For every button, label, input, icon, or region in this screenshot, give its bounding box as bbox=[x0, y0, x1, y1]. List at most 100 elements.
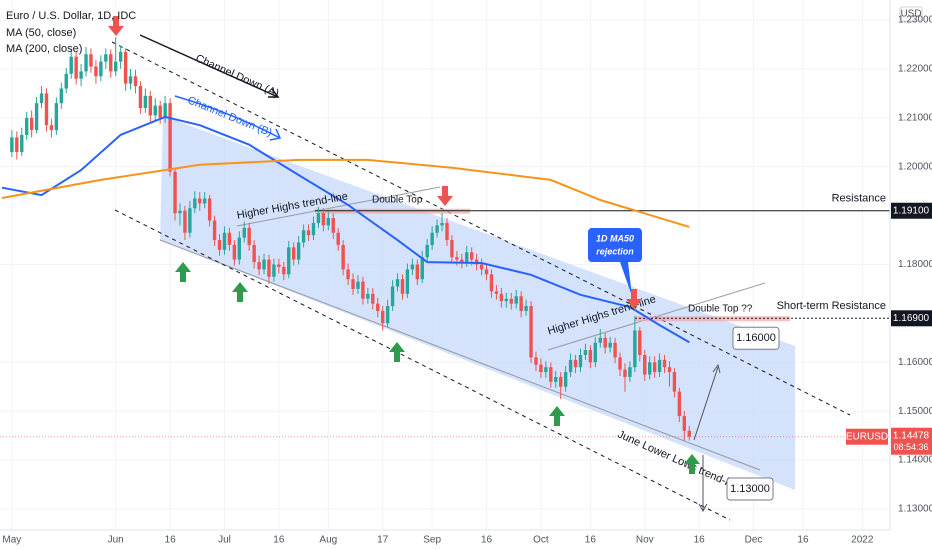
y-tick-label: 1.16000 bbox=[898, 357, 932, 368]
candle-body bbox=[207, 198, 212, 221]
plot bbox=[0, 37, 890, 441]
countdown: 08:54:36 bbox=[893, 442, 928, 452]
x-tick-label: Dec bbox=[745, 535, 763, 546]
candle-body bbox=[450, 240, 454, 258]
candle-body bbox=[420, 257, 424, 280]
x-tick-label: 16 bbox=[165, 535, 177, 546]
candle-body bbox=[173, 171, 177, 214]
channel-b-lower bbox=[159, 239, 761, 471]
x-tick-label: 17 bbox=[377, 535, 389, 546]
candle-body bbox=[351, 279, 355, 289]
candle-body bbox=[628, 367, 632, 377]
candle-body bbox=[183, 210, 187, 233]
candle-body bbox=[381, 310, 385, 324]
x-tick-label: Oct bbox=[533, 535, 549, 546]
candle-body bbox=[559, 376, 563, 387]
candle-body bbox=[618, 357, 622, 370]
candle-body bbox=[316, 213, 321, 223]
candle-body bbox=[534, 357, 538, 365]
candle-body bbox=[504, 298, 509, 302]
x-tick-label: 16 bbox=[694, 535, 706, 546]
x-tick-label: Sep bbox=[423, 535, 441, 546]
candle-body bbox=[341, 244, 345, 270]
candle-body bbox=[222, 232, 227, 250]
candle-body bbox=[499, 293, 504, 302]
candle-body bbox=[672, 372, 677, 392]
candle-body bbox=[64, 73, 68, 89]
candle-body bbox=[25, 117, 29, 135]
y-tick-label: 1.22000 bbox=[898, 64, 932, 75]
candle-body bbox=[405, 269, 410, 294]
annotation: rejection bbox=[596, 246, 634, 256]
candle-body bbox=[588, 350, 593, 363]
x-tick-label: Jun bbox=[108, 535, 124, 546]
level-name: Resistance bbox=[832, 193, 886, 205]
x-tick-label: 16 bbox=[481, 535, 493, 546]
candle-body bbox=[524, 306, 528, 311]
candle-body bbox=[529, 306, 533, 358]
candle-body bbox=[598, 337, 602, 343]
candle-body bbox=[69, 56, 73, 74]
up-arrow bbox=[232, 282, 248, 302]
candle-body bbox=[94, 66, 98, 77]
candle-body bbox=[494, 291, 499, 294]
candle-body bbox=[440, 222, 444, 226]
candle-body bbox=[445, 222, 449, 241]
candle-body bbox=[128, 76, 133, 84]
candle-body bbox=[148, 95, 153, 116]
candle-body bbox=[470, 252, 474, 260]
candle-body bbox=[203, 198, 207, 204]
candle-body bbox=[20, 134, 24, 153]
currency: USD bbox=[900, 9, 921, 20]
up-arrow bbox=[175, 262, 191, 282]
x-tick-label: 16 bbox=[273, 535, 285, 546]
candle-body bbox=[336, 232, 340, 245]
x-tick-label: 16 bbox=[797, 535, 809, 546]
candle-body bbox=[385, 306, 390, 324]
candle-body bbox=[460, 259, 464, 263]
candle-body bbox=[237, 237, 242, 260]
candle-body bbox=[554, 376, 558, 382]
candle-body bbox=[292, 247, 296, 260]
target-label: 1.13000 bbox=[730, 483, 770, 495]
x-tick-label: Nov bbox=[636, 535, 654, 546]
candle-body bbox=[232, 244, 237, 260]
candle-body bbox=[395, 279, 400, 287]
candle-body bbox=[301, 230, 306, 243]
level-price-box bbox=[891, 202, 932, 219]
candle-body bbox=[193, 198, 197, 209]
candle-body bbox=[311, 222, 316, 236]
candle-body bbox=[321, 213, 326, 226]
candle-body bbox=[479, 264, 484, 270]
candle-body bbox=[15, 137, 19, 153]
candle-body bbox=[163, 103, 167, 118]
candle-body bbox=[603, 337, 607, 348]
candle-body bbox=[282, 266, 286, 275]
candle-body bbox=[79, 71, 83, 79]
axes: 1.23000 1.22000 1.21000 1.20000 1.18000 1.160… bbox=[2, 15, 932, 546]
candle-body bbox=[262, 259, 266, 270]
candle-body bbox=[272, 264, 276, 277]
candle-body bbox=[652, 362, 657, 373]
candle-body bbox=[49, 125, 54, 131]
candle-body bbox=[133, 76, 138, 87]
x-tick-label: 16 bbox=[585, 535, 597, 546]
price-box bbox=[891, 427, 932, 455]
annotation: Double Top ?? bbox=[688, 304, 753, 315]
candle-body bbox=[331, 218, 335, 233]
y-tick-label: 1.14000 bbox=[898, 455, 932, 466]
candle-body bbox=[59, 88, 64, 104]
ma-line bbox=[1, 115, 690, 344]
candle-body bbox=[44, 93, 49, 126]
candle-body bbox=[242, 227, 246, 238]
candle-body bbox=[296, 242, 301, 260]
symbol-box bbox=[846, 428, 888, 445]
candle-body bbox=[252, 244, 256, 263]
candle-body bbox=[138, 86, 143, 109]
candle-body bbox=[455, 257, 459, 260]
candle-body bbox=[247, 227, 251, 245]
candle-body bbox=[613, 342, 617, 358]
currency-box bbox=[899, 6, 923, 22]
candle-body bbox=[143, 95, 148, 109]
candle-body bbox=[158, 105, 162, 118]
